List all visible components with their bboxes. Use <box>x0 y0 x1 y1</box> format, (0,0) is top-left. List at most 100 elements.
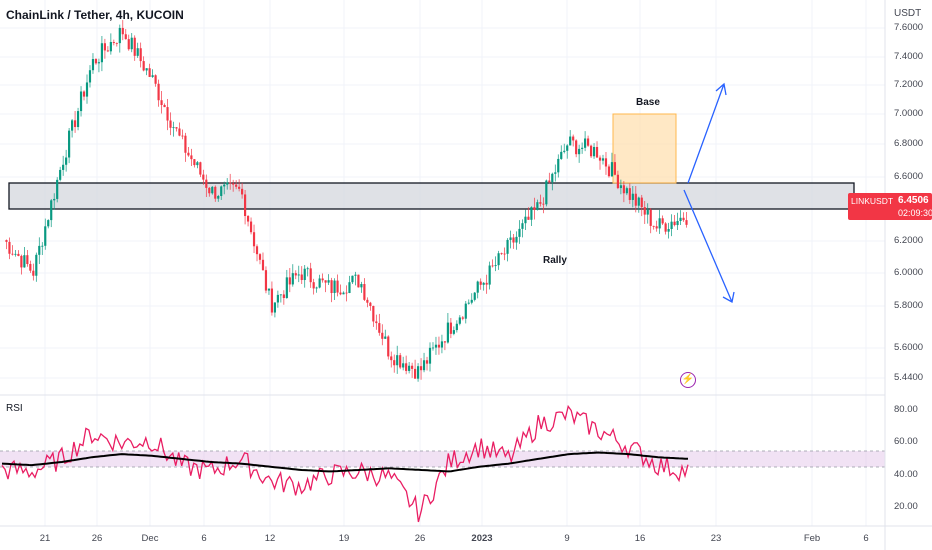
candle-body <box>607 166 611 177</box>
candle-body <box>393 360 396 366</box>
candle-body <box>172 127 175 129</box>
candle-body <box>530 207 533 220</box>
candle-body <box>646 209 649 215</box>
candle-body <box>279 294 282 296</box>
candle-body <box>73 120 77 128</box>
candle-body <box>124 34 127 40</box>
candle-body <box>109 42 112 52</box>
candle-body <box>148 68 151 77</box>
candle-body <box>595 146 599 158</box>
candle-body <box>664 223 667 232</box>
candle-body <box>270 288 274 313</box>
time-tick-label: 26 <box>414 533 426 544</box>
candle-body <box>62 164 65 170</box>
rsi-indicator-label[interactable]: RSI <box>6 403 23 414</box>
candle-body <box>112 42 115 43</box>
rsi-band <box>0 451 885 467</box>
candle-body <box>676 221 679 226</box>
candle-body <box>106 50 109 52</box>
up-arrow <box>687 82 727 184</box>
candle-body <box>32 270 35 276</box>
candle-body <box>59 169 62 180</box>
candle-body <box>643 207 646 215</box>
price-tick-label: 7.0000 <box>894 108 924 119</box>
candle-body <box>512 237 515 243</box>
candle-body <box>246 216 250 222</box>
candle-body <box>309 268 312 283</box>
candle-body <box>91 59 95 71</box>
candle-body <box>527 216 530 220</box>
candle-body <box>384 336 387 339</box>
time-tick-label: 26 <box>91 533 103 544</box>
candle-body <box>97 62 101 64</box>
candle-body <box>354 274 357 276</box>
candle-body <box>584 138 587 148</box>
candle-body <box>169 120 172 128</box>
candle-body <box>151 75 154 77</box>
candle-body <box>8 241 11 254</box>
candle-body <box>566 145 569 151</box>
candle-body <box>243 194 247 217</box>
price-unit: USDT <box>894 8 922 19</box>
candle-body <box>363 284 366 300</box>
candle-body <box>440 341 444 348</box>
candle-body <box>419 366 423 371</box>
flash-icon[interactable]: ⚡ <box>680 372 696 388</box>
price-tick-label: 7.6000 <box>894 22 924 33</box>
candle-body <box>357 274 360 288</box>
price-tick-label: 6.0000 <box>894 267 924 278</box>
candle-body <box>592 146 596 157</box>
time-tick-label: 9 <box>564 533 570 544</box>
candle-body <box>548 180 551 183</box>
candle-body <box>610 162 614 177</box>
candle-body <box>315 287 318 289</box>
candle-body <box>142 61 145 71</box>
candle-body <box>622 185 625 194</box>
candle-body <box>554 172 557 174</box>
candle-body <box>255 246 259 255</box>
candle-body <box>282 294 285 299</box>
candle-body <box>640 197 643 208</box>
price-tick-label: 6.8000 <box>894 138 924 149</box>
price-tick-label: 6.6000 <box>894 171 924 182</box>
candle-body <box>44 226 47 246</box>
candle-body <box>652 225 655 227</box>
candle-body <box>318 278 321 288</box>
candle-body <box>41 245 44 247</box>
time-tick-label: 12 <box>264 533 276 544</box>
candle-body <box>521 223 524 229</box>
candle-body <box>604 158 608 167</box>
grid-lines <box>0 0 885 526</box>
candle-body <box>303 268 306 281</box>
chart-title: ChainLink / Tether, 4h, KUCOIN <box>6 8 184 22</box>
candle-body <box>196 162 199 166</box>
candle-body <box>190 155 193 160</box>
candle-body <box>178 128 181 136</box>
candle-body <box>589 145 593 157</box>
candle-body <box>443 341 447 343</box>
candle-body <box>223 184 226 187</box>
candle-body <box>634 193 637 206</box>
candle-body <box>563 150 566 152</box>
candle-body <box>637 197 640 206</box>
candle-body <box>121 27 124 35</box>
candle-body <box>241 188 244 195</box>
candle-body <box>29 264 32 271</box>
candle-body <box>485 282 488 285</box>
price-tag-value: 6.4506 <box>898 195 929 206</box>
candle-body <box>452 330 455 334</box>
candle-body <box>670 221 673 230</box>
candle-body <box>509 237 512 240</box>
candle-body <box>118 27 121 44</box>
candle-body <box>38 245 41 255</box>
candle-body <box>494 265 497 267</box>
candle-body <box>115 42 118 44</box>
candle-body <box>252 232 256 247</box>
down-arrow <box>683 189 735 304</box>
time-tick-label: 23 <box>710 533 722 544</box>
candle-body <box>578 148 581 155</box>
candle-body <box>11 253 14 255</box>
candle-body <box>181 135 184 137</box>
candle-body <box>17 253 20 256</box>
